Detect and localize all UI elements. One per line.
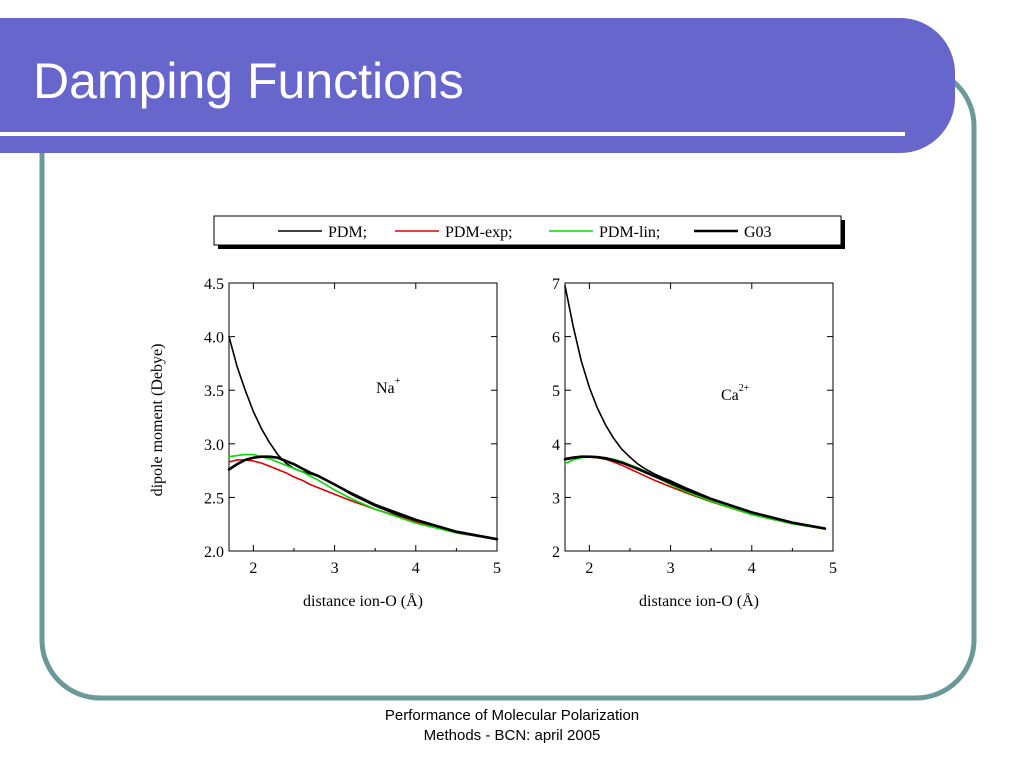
series-line-pdm: [228, 335, 498, 541]
xtick-label: 3: [331, 560, 339, 577]
legend-label-3: G03: [744, 224, 772, 241]
ytick-label: 6: [552, 330, 560, 347]
legend-label-2: PDM-lin;: [599, 224, 660, 241]
title-bar: [0, 18, 955, 153]
xtick-label: 4: [748, 560, 756, 577]
ytick-label: 4: [552, 437, 560, 454]
xtick-label: 5: [493, 560, 501, 577]
ytick-label: 3.5: [204, 383, 224, 400]
ytick-label: 3.0: [204, 437, 224, 454]
plot-area-ca: [564, 282, 834, 552]
xtick-label: 3: [667, 560, 675, 577]
series-line-g03: [563, 455, 827, 530]
plot-area-na: [228, 282, 498, 552]
page-title: Damping Functions: [33, 53, 464, 109]
ytick-label: 2.0: [204, 544, 224, 561]
legend-label-1: PDM-exp;: [445, 224, 513, 241]
xtick-label: 5: [829, 560, 837, 577]
ytick-label: 3: [552, 490, 560, 507]
xtick-label: 4: [412, 560, 420, 577]
footer-line-2: Methods - BCN: april 2005: [423, 727, 601, 744]
footer: Performance of Molecular Polarization Me…: [262, 706, 762, 746]
xlabel-ca: distance ion-O (Å): [639, 592, 759, 610]
ytick-label: 4.0: [204, 330, 224, 347]
slide-frame: [39, 65, 977, 701]
ytick-label: 2: [552, 544, 560, 561]
ytick-label: 5: [552, 383, 560, 400]
chart-na: 2 3 4 5 2.0 2.5 3.0 3.5 4.0 4.5 Na+ distance ion-…: [149, 276, 501, 610]
footer-line-1: Performance of Molecular Polarization: [384, 707, 640, 724]
ytick-label: 7: [552, 276, 560, 293]
xtick-label: 2: [249, 560, 257, 577]
legend-label-0: PDM;: [328, 224, 367, 241]
xlabel-na: distance ion-O (Å): [303, 592, 423, 610]
ytick-label: 4.5: [204, 276, 224, 293]
series-line-pdm-lin: [228, 453, 498, 541]
legend: PDM; PDM-exp; PDM-lin; G03: [213, 215, 845, 249]
series-line-g03: [227, 455, 499, 541]
xtick-label: 2: [585, 560, 593, 577]
ion-label-ca: Ca2+: [721, 383, 750, 404]
ion-label-na: Na+: [376, 376, 401, 397]
ytick-label: 2.5: [204, 490, 224, 507]
chart-ca: 2 3 4 5 2 3 4 5 6 7 Ca2+ distance ion-O (Å): [552, 276, 837, 610]
ylabel-na: dipole moment (Debye): [149, 344, 166, 497]
